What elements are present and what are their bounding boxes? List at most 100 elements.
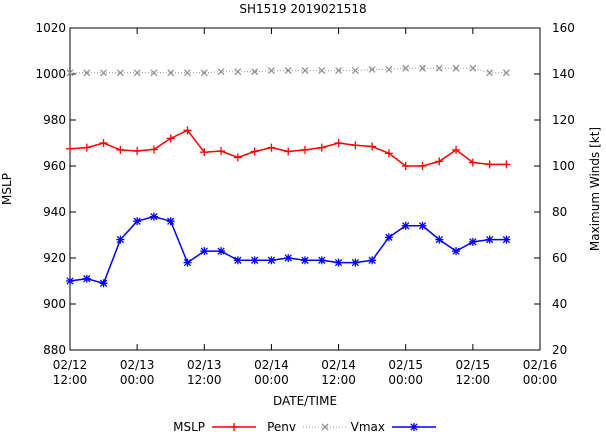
data-point-mslp xyxy=(166,134,175,143)
data-point-mslp xyxy=(418,162,427,170)
data-point-vmax xyxy=(435,235,444,244)
axis-ticks: 880 900 920 940 960 980 1000 1020 20 40 60 80 100 120… xyxy=(35,21,574,387)
data-point-penv xyxy=(402,64,410,72)
data-point-penv xyxy=(234,68,242,76)
data-point-vmax xyxy=(267,256,276,265)
data-point-vmax xyxy=(334,258,343,267)
data-point-vmax xyxy=(149,212,158,221)
data-point-mslp xyxy=(368,142,377,151)
data-point-penv xyxy=(200,69,208,77)
data-point-penv xyxy=(486,69,494,77)
y2-tick-label: 40 xyxy=(552,297,567,311)
data-point-mslp xyxy=(233,153,242,162)
x-tick-label-date: 02/14 xyxy=(321,358,356,372)
y2-tick-label: 60 xyxy=(552,251,567,265)
y2-tick-label: 80 xyxy=(552,205,567,219)
x-tick-label-time: 00:00 xyxy=(254,373,289,387)
data-point-vmax xyxy=(284,254,293,262)
data-point-vmax xyxy=(250,256,259,265)
data-point-mslp xyxy=(116,145,125,154)
data-point-penv xyxy=(385,65,393,73)
data-point-penv xyxy=(217,68,225,76)
y-axis-label: MSLP xyxy=(0,173,14,205)
data-point-penv xyxy=(83,69,91,77)
x-tick-label-date: 02/14 xyxy=(254,358,289,372)
data-point-vmax xyxy=(301,256,309,265)
data-point-mslp xyxy=(217,147,226,156)
data-point-penv xyxy=(184,69,191,77)
data-point-mslp xyxy=(99,139,108,147)
data-point-vmax xyxy=(233,256,242,265)
data-point-vmax xyxy=(368,256,377,265)
data-point-mslp xyxy=(334,139,343,147)
data-point-vmax xyxy=(166,217,175,226)
data-point-penv xyxy=(435,64,443,72)
series-layer xyxy=(66,64,511,288)
legend-label-penv: Penv xyxy=(267,420,296,432)
x-tick-label-time: 12:00 xyxy=(53,373,88,387)
y-tick-label: 880 xyxy=(43,343,66,357)
x-axis-label: DATE/TIME xyxy=(273,394,337,408)
y-tick-label: 960 xyxy=(43,159,66,173)
y2-tick-label: 100 xyxy=(552,159,575,173)
data-point-penv xyxy=(419,64,426,72)
y2-tick-label: 160 xyxy=(552,21,575,35)
y-tick-label: 900 xyxy=(43,297,66,311)
data-point-penv xyxy=(116,69,124,77)
data-point-mslp xyxy=(82,143,91,152)
x-tick-label-date: 02/16 xyxy=(523,358,558,372)
y-tick-label: 1000 xyxy=(35,67,66,81)
data-point-vmax xyxy=(133,217,142,226)
legend-swatch-penv xyxy=(303,423,347,431)
data-point-mslp xyxy=(66,144,74,153)
data-point-mslp xyxy=(401,162,410,170)
data-point-mslp xyxy=(200,148,209,157)
data-point-mslp xyxy=(133,147,142,156)
data-point-vmax xyxy=(401,221,410,230)
data-point-mslp xyxy=(351,141,360,150)
data-point-vmax xyxy=(183,258,192,267)
legend: MSLP Penv Vmax xyxy=(173,420,436,432)
data-point-penv xyxy=(100,69,108,77)
x-tick-label-time: 12:00 xyxy=(187,373,222,387)
x-tick-label-date: 02/12 xyxy=(53,358,88,372)
series-penv xyxy=(66,64,510,77)
data-point-mslp xyxy=(468,158,477,167)
data-point-vmax xyxy=(384,233,393,242)
x-tick-label-time: 00:00 xyxy=(523,373,558,387)
data-point-mslp xyxy=(502,160,511,169)
data-point-penv xyxy=(251,68,259,76)
chart-title: SH1519 2019021518 xyxy=(239,2,366,16)
data-point-penv xyxy=(452,64,460,72)
data-point-penv xyxy=(150,69,158,77)
y-tick-label: 980 xyxy=(43,113,66,127)
legend-label-vmax: Vmax xyxy=(351,420,385,432)
data-point-penv xyxy=(267,67,275,75)
data-point-mslp xyxy=(384,149,393,158)
y-tick-label: 1020 xyxy=(35,21,66,35)
legend-swatch-vmax xyxy=(392,423,436,431)
series-mslp xyxy=(66,126,511,170)
y2-tick-label: 120 xyxy=(552,113,575,127)
y2-tick-label: 20 xyxy=(552,343,567,357)
x-tick-label-time: 12:00 xyxy=(456,373,491,387)
data-point-vmax xyxy=(66,277,74,285)
data-point-penv xyxy=(335,67,343,75)
y2-tick-label: 140 xyxy=(552,67,575,81)
legend-marker-penv xyxy=(321,423,329,431)
data-point-penv xyxy=(167,69,175,77)
data-point-vmax xyxy=(351,258,360,267)
x-tick-label-date: 02/15 xyxy=(456,358,491,372)
data-point-vmax xyxy=(502,235,511,244)
data-point-mslp xyxy=(301,145,309,154)
legend-marker-mslp xyxy=(230,423,238,431)
data-point-penv xyxy=(469,64,477,72)
data-point-vmax xyxy=(468,237,477,246)
data-point-penv xyxy=(66,69,74,77)
data-point-penv xyxy=(318,67,326,75)
y2-axis-label: Maximum Winds [kt] xyxy=(588,127,602,251)
data-point-vmax xyxy=(116,235,125,244)
data-point-mslp xyxy=(250,147,259,156)
legend-label-mslp: MSLP xyxy=(173,420,205,432)
